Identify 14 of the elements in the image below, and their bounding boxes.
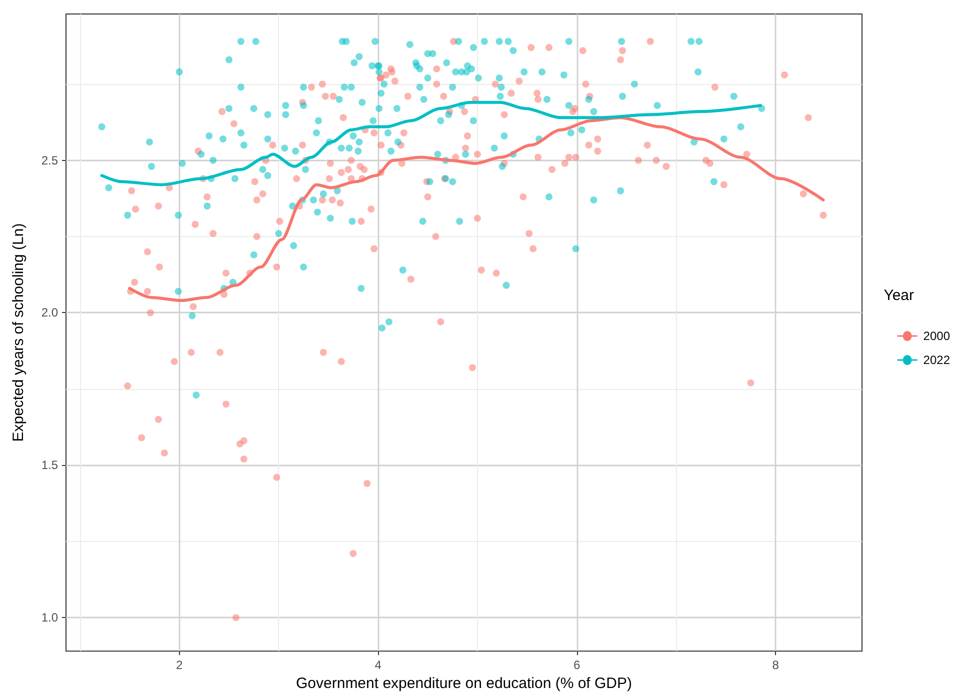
x-tick-label: 2: [176, 658, 183, 672]
y-tick-label: 2.0: [41, 306, 58, 320]
x-tick-label: 6: [573, 658, 580, 672]
legend-title: Year: [884, 287, 914, 304]
legend-label: 2000: [923, 329, 950, 343]
y-tick-label: 2.5: [41, 153, 58, 168]
legend-label: 2022: [923, 353, 950, 367]
x-tick-label: 8: [772, 658, 780, 672]
x-axis-title: Government expenditure on education (% of GDP): [296, 675, 632, 692]
y-axis-title: Expected years of schooling (Ln): [10, 223, 27, 442]
x-tick-label: 4: [374, 658, 382, 672]
y-tick-label: 1.0: [41, 610, 58, 625]
y-tick-label: 1.5: [41, 458, 58, 472]
line-series: [128, 116, 825, 302]
